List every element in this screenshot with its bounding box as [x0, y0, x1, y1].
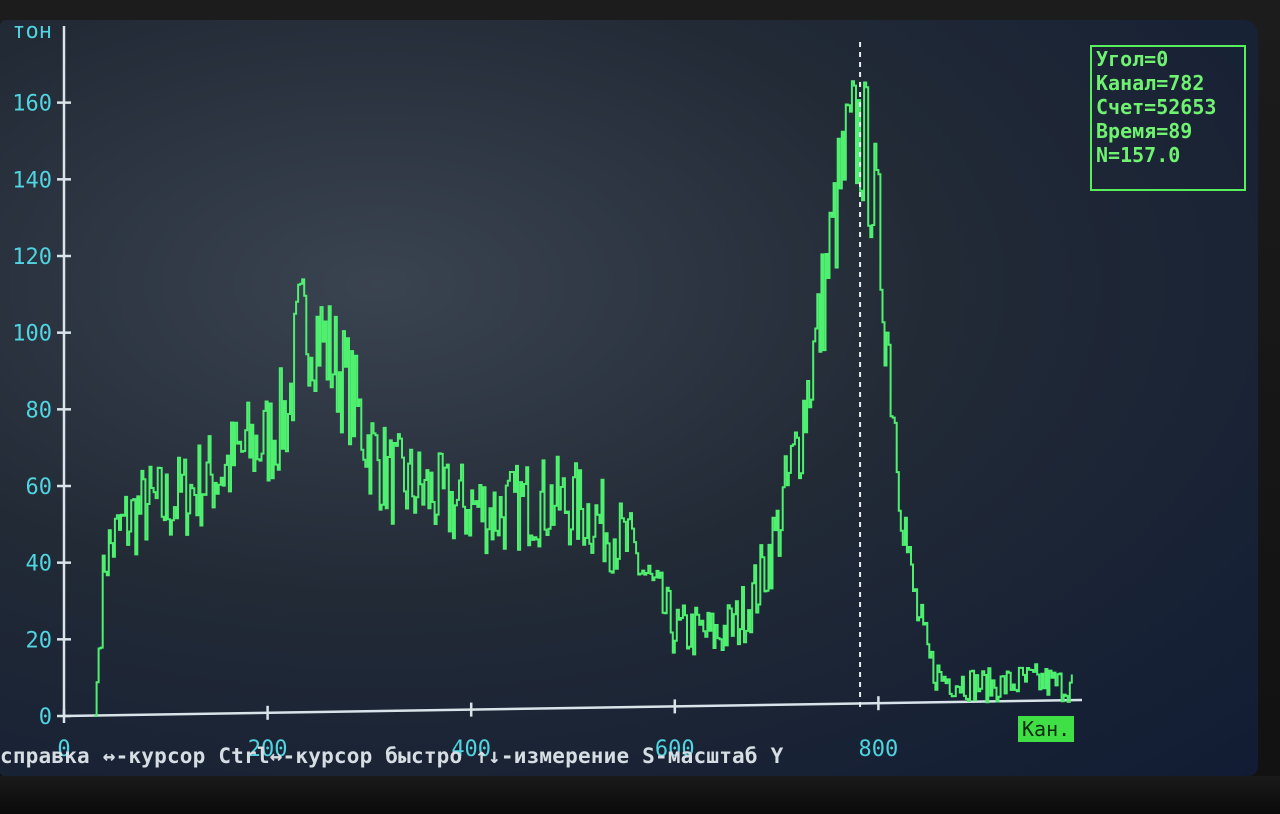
keyboard-help-bar: справка ↔-курсор Ctrl↔-курсор быстро ↑↓-… — [0, 744, 784, 768]
y-tick-label: 40 — [26, 552, 53, 577]
time-readout: Время=89 — [1096, 119, 1193, 143]
spectrum-screen: 0 20 40 60 80 100 120 140 160 тон 0 200 400 600 800 Уг… — [0, 20, 1258, 776]
angle-readout: Угол=0 — [1096, 47, 1169, 71]
cursor-info-panel: Угол=0 Канал=782 Счет=52653 Время=89 N=1… — [1090, 45, 1246, 191]
monitor-bezel — [0, 776, 1280, 814]
count-readout: Счет=52653 — [1096, 95, 1217, 119]
y-tick-label: 140 — [12, 168, 52, 193]
y-tick-label: 80 — [26, 398, 53, 423]
y-tick-label: 20 — [26, 628, 53, 653]
x-tick-label: 0 — [57, 737, 70, 762]
x-tick-label: 600 — [655, 737, 695, 762]
x-tick-label: 800 — [859, 737, 899, 762]
n-readout: N=157.0 — [1096, 143, 1181, 167]
x-tick-label: 400 — [451, 737, 491, 762]
x-axis-line — [63, 698, 1083, 718]
y-tick-label: 120 — [12, 245, 52, 270]
y-tick-label: 160 — [12, 92, 52, 117]
y-tick-label: 60 — [26, 475, 53, 500]
spectrum-plot: 0 20 40 60 80 100 120 140 160 тон 0 200 400 600 800 — [12, 20, 1083, 762]
spectrum-line — [94, 80, 1073, 717]
channel-readout: Канал=782 — [1096, 71, 1205, 95]
y-tick-label: 100 — [12, 322, 52, 347]
y-tick-label: 0 — [39, 705, 52, 730]
x-axis-unit-label: Кан. — [1018, 716, 1075, 742]
x-tick-label: 200 — [248, 737, 288, 762]
y-axis-unit-label: тон — [12, 20, 52, 44]
